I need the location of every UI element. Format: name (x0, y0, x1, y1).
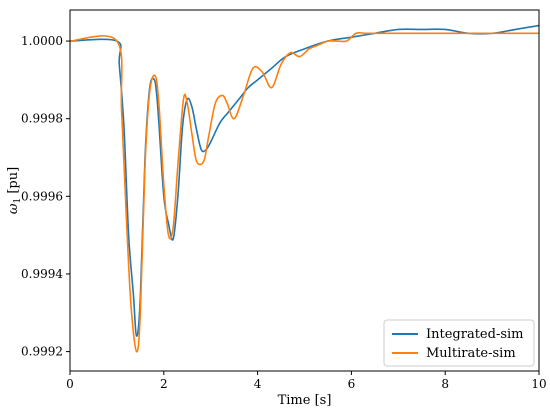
x-tick-label: 4 (254, 377, 262, 391)
legend: Integrated-sim Multirate-sim (383, 319, 535, 367)
y-tick-label: 0.9992 (21, 345, 63, 359)
x-tick-label: 0 (66, 377, 74, 391)
y-tick-label: 0.9996 (21, 189, 63, 203)
y-axis-label-sub: 1 (13, 198, 23, 204)
y-axis-label: ω1 [pu] (6, 167, 23, 214)
x-tick-label: 2 (160, 377, 168, 391)
y-tick-label: 0.9998 (21, 112, 63, 126)
y-axis-label-base: ω (6, 203, 21, 214)
legend-label-2: Multirate-sim (426, 346, 516, 361)
series-line-2 (70, 31, 539, 353)
y-tick-label: 1.0000 (21, 34, 63, 48)
legend-box (383, 319, 535, 367)
x-tick-label: 6 (348, 377, 356, 391)
y-axis-label-unit: [pu] (6, 167, 21, 198)
plot-lines (70, 24, 539, 353)
legend-label-1: Integrated-sim (426, 327, 524, 342)
x-axis-label: Time [s] (278, 393, 332, 408)
y-tick-label: 0.9994 (21, 267, 63, 281)
plot-frame (69, 9, 540, 372)
axis-ticks: 0 2 4 6 8 10 0.9992 0.9994 0.9996 0.9998 1.0000 (21, 34, 547, 391)
x-tick-label: 8 (441, 377, 449, 391)
x-tick-label: 10 (531, 377, 546, 391)
